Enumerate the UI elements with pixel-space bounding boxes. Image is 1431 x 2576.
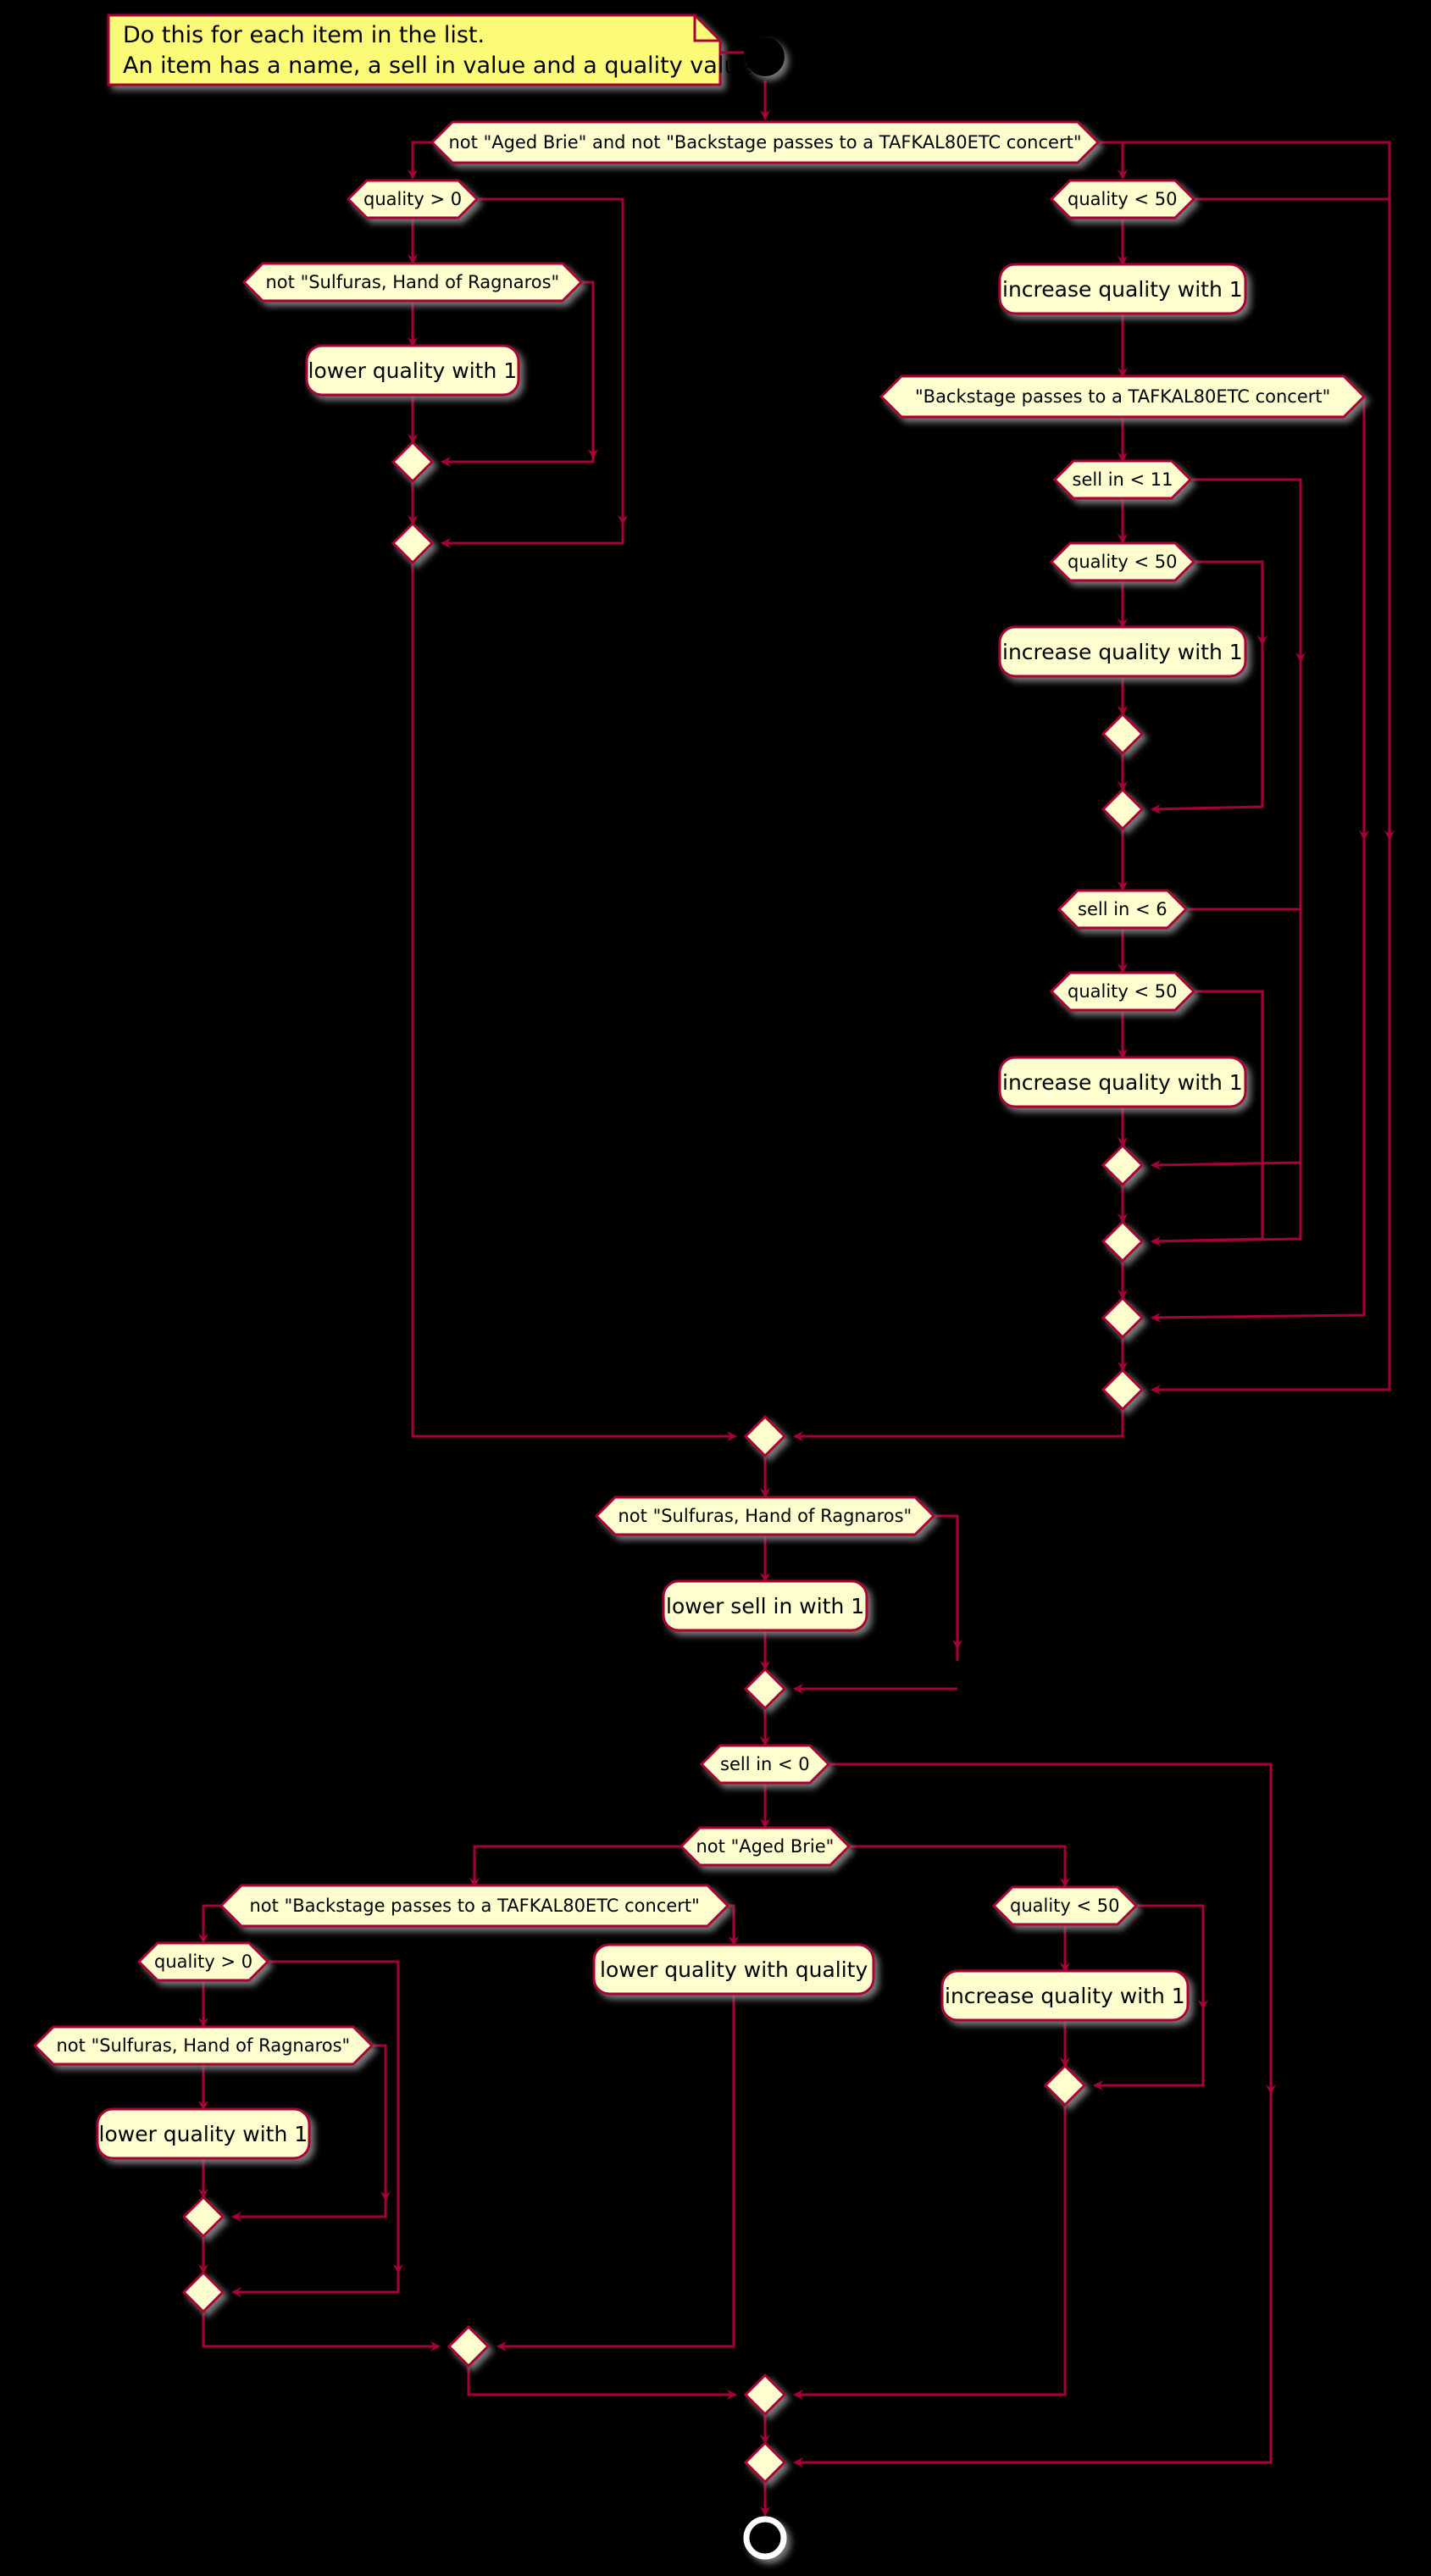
condition-node bbox=[1049, 179, 1196, 219]
merge-node bbox=[743, 1414, 787, 1458]
condition-node bbox=[32, 2025, 374, 2066]
merge-node bbox=[743, 1667, 787, 1711]
merge-node bbox=[391, 521, 435, 565]
condition-node bbox=[1052, 459, 1193, 500]
merge-node bbox=[181, 2270, 225, 2314]
action-node bbox=[940, 1969, 1190, 2022]
edges-group bbox=[198, 80, 1395, 2517]
merge-node bbox=[1043, 2063, 1087, 2107]
merge-node bbox=[1101, 1219, 1145, 1263]
condition-node bbox=[1049, 971, 1196, 1012]
merge-node bbox=[181, 2195, 225, 2239]
action-node bbox=[998, 1056, 1247, 1108]
merge-node bbox=[391, 440, 435, 484]
condition-node bbox=[346, 179, 480, 219]
merge-node bbox=[446, 2324, 491, 2368]
condition-node bbox=[879, 375, 1367, 419]
merge-node bbox=[1101, 712, 1145, 756]
merge-node bbox=[1101, 1143, 1145, 1187]
end-circle bbox=[743, 2516, 787, 2560]
nodes-group bbox=[32, 120, 1367, 2484]
condition-node bbox=[1057, 889, 1189, 930]
action-node bbox=[305, 344, 520, 397]
condition-node bbox=[594, 1496, 936, 1536]
action-node bbox=[998, 263, 1247, 315]
condition-node bbox=[241, 262, 584, 303]
condition-node bbox=[1049, 541, 1196, 582]
merge-node bbox=[743, 2440, 787, 2484]
merge-node bbox=[1101, 1368, 1145, 1412]
action-node bbox=[96, 2107, 311, 2160]
condition-node bbox=[430, 120, 1101, 164]
action-node bbox=[662, 1579, 868, 1632]
action-node bbox=[592, 1943, 875, 1996]
merge-node bbox=[743, 2373, 787, 2417]
condition-node bbox=[991, 1885, 1139, 1926]
merge-node bbox=[1101, 787, 1145, 831]
condition-node bbox=[699, 1744, 831, 1785]
condition-node bbox=[679, 1826, 851, 1867]
start-circle bbox=[746, 37, 785, 76]
condition-node bbox=[219, 1884, 730, 1928]
merge-node bbox=[1101, 1296, 1145, 1340]
action-node bbox=[998, 625, 1247, 678]
note-box bbox=[107, 14, 722, 86]
condition-node bbox=[136, 1941, 270, 1982]
